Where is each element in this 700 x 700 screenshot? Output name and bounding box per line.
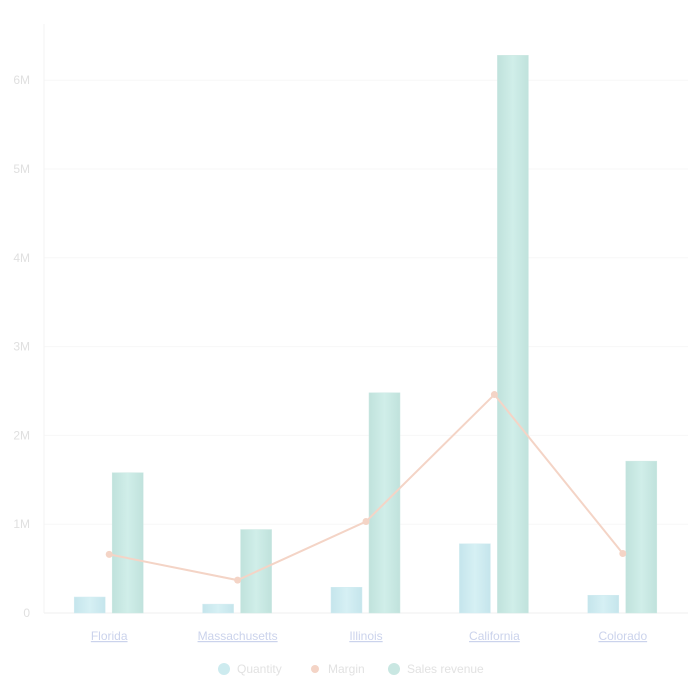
y-tick-label: 0 — [23, 606, 30, 620]
quantity-bar[interactable] — [459, 543, 491, 614]
margin-point[interactable] — [234, 576, 242, 584]
legend-marker-icon — [388, 663, 400, 675]
legend[interactable]: Quantity Margin Sales revenue — [218, 662, 484, 676]
quantity-bar[interactable] — [330, 586, 363, 614]
y-tick-label: 2M — [13, 428, 30, 442]
sales-revenue-bar[interactable] — [625, 460, 658, 614]
sales-revenue-bar[interactable] — [497, 55, 529, 614]
margin-point[interactable] — [105, 550, 113, 558]
legend-quantity[interactable]: Quantity — [218, 662, 282, 676]
category-label[interactable]: Florida — [91, 629, 128, 643]
bar-series — [73, 55, 658, 614]
sales-revenue-bar[interactable] — [111, 472, 144, 614]
quantity-bar[interactable] — [73, 596, 106, 614]
y-tick-label: 4M — [13, 251, 30, 265]
margin-point[interactable] — [490, 391, 498, 399]
legend-label: Margin — [328, 662, 365, 676]
margin-point[interactable] — [362, 518, 370, 526]
y-tick-label: 5M — [13, 162, 30, 176]
legend-sales-revenue[interactable]: Sales revenue — [388, 662, 484, 676]
category-label[interactable]: Illinois — [349, 629, 382, 643]
quantity-bar[interactable] — [202, 603, 234, 614]
quantity-bar[interactable] — [587, 594, 620, 614]
legend-marker-icon — [218, 663, 230, 675]
y-tick-label: 1M — [13, 517, 30, 531]
legend-margin[interactable]: Margin — [311, 662, 365, 676]
x-axis: Florida Massachusetts Illinois California Co… — [91, 629, 648, 643]
category-label[interactable]: Colorado — [598, 629, 647, 643]
legend-label: Quantity — [237, 662, 282, 676]
category-label[interactable]: Massachusetts — [198, 629, 278, 643]
legend-label: Sales revenue — [407, 662, 484, 676]
margin-point[interactable] — [619, 550, 627, 558]
y-axis: 0 1M 2M 3M 4M 5M 6M — [13, 24, 45, 620]
category-label[interactable]: California — [469, 629, 520, 643]
margin-line — [109, 393, 624, 582]
y-tick-label: 6M — [13, 73, 30, 87]
y-tick-label: 3M — [13, 340, 30, 354]
grid-lines — [44, 79, 688, 614]
line-series — [105, 391, 627, 584]
legend-marker-icon — [311, 665, 319, 673]
